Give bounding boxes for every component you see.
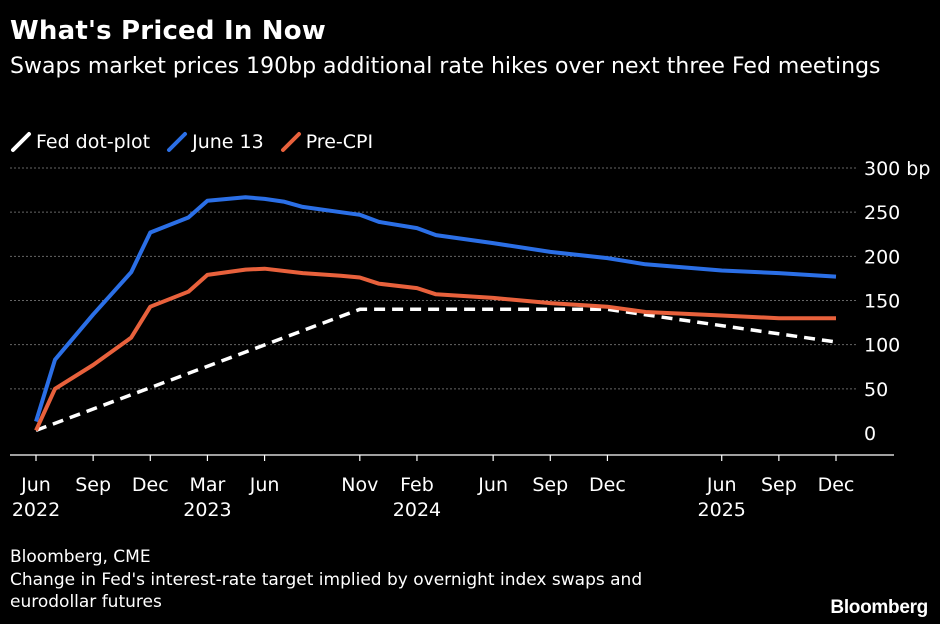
- x-tick-label: Dec: [132, 474, 169, 496]
- x-tick-label: Jun: [477, 474, 508, 496]
- x-tick-label: Jun: [706, 474, 737, 496]
- x-year-label: 2024: [393, 499, 441, 521]
- legend-swatch-june-13: [167, 132, 188, 152]
- y-tick-label: 250: [864, 202, 900, 224]
- grid-layer: [10, 167, 858, 390]
- legend-item-pre-cpi: Pre-CPI: [280, 131, 373, 153]
- bloomberg-logo: Bloomberg: [830, 597, 928, 618]
- x-tick-label: Sep: [532, 474, 568, 496]
- y-tick-label: 100: [864, 335, 900, 357]
- x-tick-label: Jun: [249, 474, 280, 496]
- x-tick-label: Mar: [189, 474, 225, 496]
- legend-label-pre-cpi: Pre-CPI: [305, 131, 374, 153]
- legend-swatch-pre-cpi: [280, 132, 301, 152]
- y-tick-label: 0: [864, 423, 876, 445]
- chart-note: Change in Fed's interest-rate target imp…: [10, 570, 643, 612]
- y-tick-label: 50: [864, 379, 888, 401]
- x-tick-label: Jun: [20, 474, 51, 496]
- y-tick-label: 150: [864, 291, 900, 313]
- x-tick-label: Sep: [75, 474, 111, 496]
- legend-label-june-13: June 13: [192, 131, 264, 153]
- x-tick-label: Nov: [341, 474, 378, 496]
- chart-title: What's Priced In Now: [10, 16, 327, 46]
- y-tick-label: 200: [864, 246, 900, 268]
- x-tick-label: Sep: [761, 474, 797, 496]
- x-year-label: 2023: [183, 499, 231, 521]
- y-tick-label: 300 bp: [864, 158, 930, 180]
- x-tick-label: Dec: [818, 474, 855, 496]
- legend-swatch-fed-dot-plot: [11, 132, 31, 152]
- legend-label-fed-dot-plot: Fed dot-plot: [36, 131, 151, 153]
- legend-item-june-13: June 13: [166, 131, 264, 153]
- x-tick-label: Dec: [589, 474, 626, 496]
- series-line-june-13: [34, 195, 837, 423]
- source-text: Bloomberg, CME: [10, 547, 151, 567]
- series-line-pre-cpi: [34, 266, 836, 432]
- legend-item-fed-dot-plot: Fed dot-plot: [10, 131, 150, 153]
- series-layer: [34, 195, 837, 433]
- x-axis: [10, 454, 894, 461]
- tick-labels: 0 50 100 150 200 250 300 bp Jun 2022 Sep Dec Mar 202…: [12, 158, 931, 521]
- x-tick-label: Feb: [400, 474, 434, 496]
- x-year-label: 2025: [698, 499, 746, 521]
- series-line-fed-dot-plot: [35, 307, 837, 433]
- chart-legend: Fed dot-plot June 13 Pre-CPI: [10, 130, 389, 154]
- chart-subtitle: Swaps market prices 190bp additional rat…: [10, 54, 881, 79]
- x-year-label: 2022: [12, 499, 60, 521]
